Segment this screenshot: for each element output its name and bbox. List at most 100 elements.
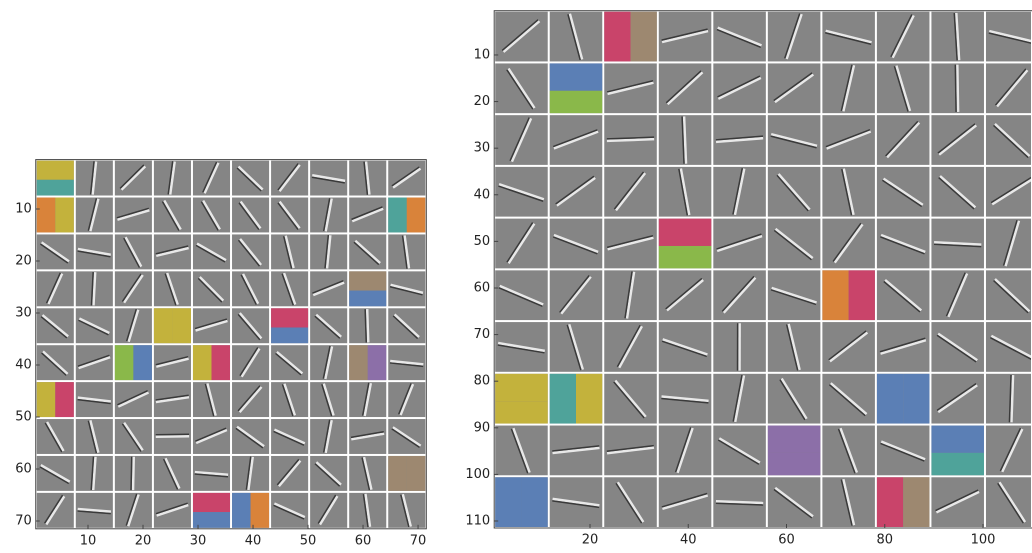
y-tick-label: 30 <box>474 141 491 156</box>
y-tick-label: 100 <box>465 467 490 482</box>
tile <box>550 115 603 165</box>
tile <box>659 270 712 320</box>
y-tick-label: 10 <box>474 47 491 62</box>
tile <box>931 12 984 62</box>
tile <box>232 345 269 380</box>
tile <box>271 493 308 528</box>
tile <box>768 426 821 476</box>
tile <box>931 477 984 527</box>
tile <box>931 270 984 320</box>
tile <box>768 219 821 269</box>
tile-color <box>550 63 603 90</box>
tile <box>877 270 930 320</box>
tile <box>659 322 712 372</box>
tile <box>232 456 269 491</box>
tile-color <box>550 374 576 424</box>
tile <box>310 456 347 491</box>
tile <box>193 161 230 196</box>
tile <box>495 477 548 527</box>
tile <box>271 198 308 233</box>
tile <box>310 161 347 196</box>
tile <box>271 345 308 380</box>
tile-color <box>193 345 212 380</box>
tile <box>154 456 191 491</box>
tile <box>193 382 230 417</box>
tile <box>822 426 875 476</box>
tile <box>232 308 269 343</box>
tile <box>271 382 308 417</box>
tile <box>115 456 152 491</box>
tile <box>76 419 113 454</box>
tile-color <box>37 161 74 180</box>
tile-color <box>172 308 191 343</box>
tile <box>604 115 657 165</box>
tiles <box>36 160 427 529</box>
tile-color <box>903 374 929 424</box>
tile-color <box>37 382 56 417</box>
tile <box>604 219 657 269</box>
tile <box>768 477 821 527</box>
tile <box>604 322 657 372</box>
tile <box>310 308 347 343</box>
y-tick-label: 40 <box>15 358 32 373</box>
tile <box>271 161 308 196</box>
tile-color <box>232 493 251 528</box>
tile <box>37 419 74 454</box>
y-tick-label: 80 <box>474 374 491 389</box>
tile <box>713 167 766 217</box>
x-tick-label: 60 <box>355 533 372 548</box>
tile <box>76 308 113 343</box>
tile <box>37 456 74 491</box>
tile <box>986 12 1032 62</box>
tile <box>986 477 1032 527</box>
tile <box>822 219 875 269</box>
x-tick-label: 30 <box>190 533 207 548</box>
tile <box>388 161 425 196</box>
tile <box>310 493 347 528</box>
tile <box>193 198 230 233</box>
tile-color <box>877 477 903 527</box>
tile-color <box>495 477 521 527</box>
y-tick-label: 50 <box>15 410 32 425</box>
tile-color <box>495 374 548 401</box>
tile-color <box>550 91 603 113</box>
tile <box>37 308 74 343</box>
tile <box>154 198 191 233</box>
tile-color <box>768 426 821 453</box>
tile <box>76 161 113 196</box>
tile <box>768 374 821 424</box>
tile <box>713 115 766 165</box>
tile <box>154 419 191 454</box>
tile-color <box>271 327 308 343</box>
tile <box>115 308 152 343</box>
tile <box>388 493 425 528</box>
tile <box>349 308 386 343</box>
y-tick-label: 50 <box>474 234 491 249</box>
tile <box>604 270 657 320</box>
tile <box>154 234 191 269</box>
tile <box>193 308 230 343</box>
tile <box>822 374 875 424</box>
tile <box>310 345 347 380</box>
tile <box>388 234 425 269</box>
tile-color <box>154 308 173 343</box>
tile <box>768 167 821 217</box>
tile <box>154 308 191 343</box>
tile <box>193 456 230 491</box>
tile <box>877 167 930 217</box>
tile-edge-dark <box>156 434 189 435</box>
tile <box>713 12 766 62</box>
tile <box>659 115 712 165</box>
tile <box>713 322 766 372</box>
tile <box>271 308 308 343</box>
tile <box>76 271 113 306</box>
tile-edge-dark <box>131 457 132 490</box>
tile-color <box>349 345 368 380</box>
tile <box>232 493 269 528</box>
tile <box>310 382 347 417</box>
tile <box>193 419 230 454</box>
tile <box>349 234 386 269</box>
tile <box>388 345 425 380</box>
tile-color <box>193 493 230 512</box>
x-tick-label: 70 <box>410 533 427 548</box>
